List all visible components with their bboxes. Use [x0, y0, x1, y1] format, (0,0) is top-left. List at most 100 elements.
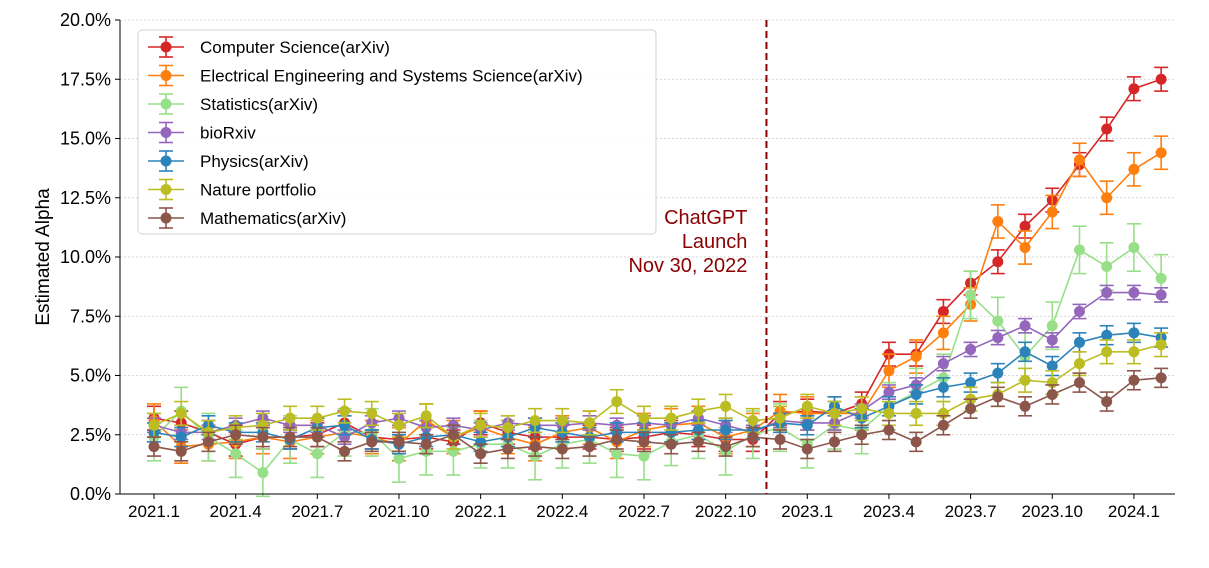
data-point [148, 441, 160, 453]
x-tick-label: 2021.1 [128, 502, 180, 521]
series-line [153, 291, 1162, 439]
data-point [1046, 360, 1058, 372]
data-point [502, 422, 514, 434]
legend: Computer Science(arXiv) Electrical Engine… [137, 29, 657, 235]
data-point [883, 424, 895, 436]
data-point [1073, 306, 1085, 318]
legend-label: bioRxiv [200, 124, 256, 143]
data-point [992, 367, 1004, 379]
legend-item: Nature portfolio [148, 178, 316, 201]
annotation-text: Launch [682, 231, 748, 253]
data-point [393, 436, 405, 448]
data-point [992, 215, 1004, 227]
data-point [1128, 374, 1140, 386]
legend-item: Statistics(arXiv) [148, 93, 318, 115]
legend-item: Computer Science(arXiv) [148, 36, 390, 58]
annotation-text: Nov 30, 2022 [628, 255, 747, 277]
data-point [801, 443, 813, 455]
data-point [1101, 329, 1113, 341]
data-point [366, 407, 378, 419]
data-point [1046, 206, 1058, 218]
x-tick-label: 2022.4 [536, 502, 588, 521]
series-3 [147, 284, 1169, 446]
data-point [475, 419, 487, 431]
data-point [1019, 242, 1031, 254]
data-point [937, 358, 949, 370]
data-point [965, 377, 977, 389]
x-tick-label: 2023.1 [781, 502, 833, 521]
data-point [311, 431, 323, 443]
data-point [883, 407, 895, 419]
legend-label: Nature portfolio [200, 181, 316, 200]
data-point [257, 467, 269, 479]
x-tick-label: 2021.4 [210, 502, 262, 521]
data-point [720, 424, 732, 436]
data-point [556, 415, 568, 427]
legend-item: Electrical Engineering and Systems Scien… [148, 64, 583, 87]
data-point [1128, 163, 1140, 175]
data-point [1128, 327, 1140, 339]
legend-label: Physics(arXiv) [200, 152, 309, 171]
y-tick-label: 0.0% [70, 484, 111, 504]
data-point [1019, 400, 1031, 412]
data-point [1155, 372, 1167, 384]
data-point [747, 415, 759, 427]
data-point [1019, 374, 1031, 386]
data-point [1128, 287, 1140, 299]
data-point [992, 332, 1004, 344]
legend-marker [160, 41, 172, 53]
y-tick-label: 17.5% [60, 69, 111, 89]
legend-item: bioRxiv [148, 121, 256, 144]
data-point [829, 436, 840, 448]
data-point [1101, 396, 1113, 408]
data-point [1128, 346, 1140, 358]
data-point [175, 431, 187, 443]
x-tick-label: 2023.10 [1022, 502, 1083, 521]
data-point [992, 315, 1004, 327]
series-group [147, 66, 1169, 498]
x-tick-label: 2022.7 [618, 502, 670, 521]
data-point [1101, 260, 1113, 272]
y-tick-label: 12.5% [60, 188, 111, 208]
data-point [366, 436, 378, 448]
legend-label: Computer Science(arXiv) [200, 38, 390, 57]
data-point [284, 412, 296, 424]
data-point [1128, 242, 1140, 254]
data-point [1101, 192, 1113, 204]
y-tick-label: 5.0% [70, 366, 111, 386]
legend-marker [160, 127, 172, 138]
data-point [1073, 358, 1085, 370]
data-point [638, 412, 650, 424]
data-point [774, 433, 786, 445]
data-point [230, 448, 242, 460]
data-point [1128, 83, 1140, 95]
data-point [1046, 388, 1058, 400]
data-point [1101, 123, 1113, 135]
data-point [1073, 154, 1085, 166]
data-point [148, 419, 160, 431]
x-tick-label: 2021.10 [368, 502, 429, 521]
x-tick-label: 2024.1 [1108, 502, 1160, 521]
data-point [856, 403, 868, 415]
data-point [801, 419, 813, 431]
data-point [883, 386, 895, 398]
data-point [692, 405, 704, 417]
series-line [153, 343, 1162, 439]
data-point [1073, 377, 1085, 389]
data-point [1101, 346, 1113, 358]
data-point [937, 419, 949, 431]
data-point [1155, 289, 1167, 301]
legend-label: Statistics(arXiv) [200, 95, 318, 114]
data-point [910, 436, 922, 448]
data-point [638, 436, 650, 448]
data-point [1046, 320, 1058, 332]
data-point [638, 450, 650, 462]
data-point [1155, 147, 1167, 159]
data-point [720, 441, 732, 453]
legend-marker [160, 98, 172, 110]
data-point [339, 405, 351, 417]
data-point [1019, 220, 1031, 232]
data-point [1155, 339, 1167, 351]
